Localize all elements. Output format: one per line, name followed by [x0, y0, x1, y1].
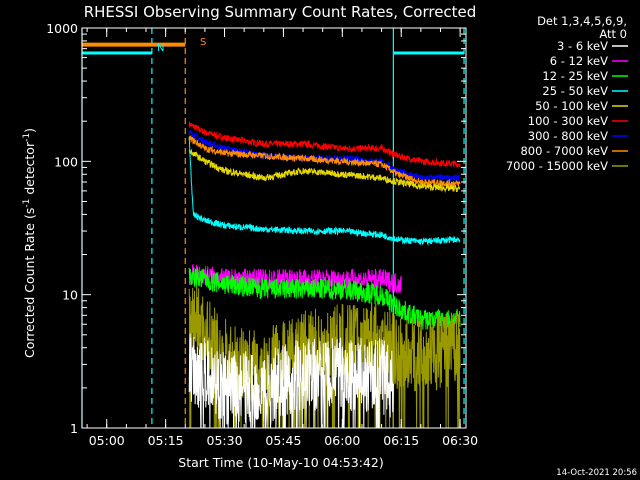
legend-label: 25 - 50 keV — [542, 84, 608, 98]
y-tick-label: 10 — [62, 288, 78, 303]
y-axis-label: Corrected Count Rate (s-1 detector-1) — [22, 128, 37, 358]
axes: 1 10 100 1000 05:00 05:15 05:30 05:45 06:00 06:15… — [46, 21, 478, 448]
series-line-8 — [188, 333, 394, 429]
legend-header-1: Det 1,3,4,5,6,9, — [537, 14, 627, 28]
x-tick-label: 05:30 — [207, 433, 243, 448]
x-tick-label: 05:00 — [89, 433, 125, 448]
legend-label: 12 - 25 keV — [542, 69, 608, 83]
x-tick-label: 06:30 — [442, 433, 478, 448]
legend-label: 100 - 300 keV — [528, 114, 608, 128]
series-line-3 — [188, 148, 461, 193]
series-line-2 — [188, 135, 461, 188]
legend-label: 300 - 800 keV — [528, 129, 608, 143]
y-tick-label: 100 — [54, 154, 78, 169]
series-line-4 — [188, 136, 461, 246]
legend-label: 3 - 6 keV — [557, 39, 608, 53]
x-tick-label: 06:00 — [324, 433, 360, 448]
legend-label: 800 - 7000 keV — [520, 144, 608, 158]
x-axis-label: Start Time (10-May-10 04:53:42) — [178, 455, 383, 470]
svg-text:Corrected Count Rate (s-1 dete: Corrected Count Rate (s-1 detector-1) — [22, 128, 37, 358]
x-tick-label: 05:15 — [148, 433, 184, 448]
x-tick-label: 06:15 — [383, 433, 419, 448]
x-tick-label: 05:45 — [265, 433, 301, 448]
plot-area — [81, 28, 465, 428]
series-line-6 — [188, 267, 461, 330]
y-tick-label: 1 — [70, 421, 78, 436]
legend-label: 50 - 100 keV — [535, 99, 608, 113]
legend-label: 7000 - 15000 keV — [506, 159, 608, 173]
chart-title: RHESSI Observing Summary Count Rates, Co… — [84, 3, 477, 21]
ylabel-sup: -1 — [22, 199, 32, 208]
night-label: N — [157, 43, 164, 54]
y-tick-label: 1000 — [46, 21, 78, 36]
legend-label: 6 - 12 keV — [550, 54, 608, 68]
data-series — [188, 121, 461, 429]
ylabel-end: ) — [22, 128, 37, 133]
legend-header-2: Att 0 — [599, 27, 627, 41]
saa-label: S — [200, 37, 206, 48]
ylabel-sup2: -1 — [22, 133, 32, 142]
ylabel-mid: detector — [22, 141, 37, 199]
timestamp: 14-Oct-2021 20:56 — [556, 468, 637, 478]
plot-frame — [81, 27, 467, 429]
ylabel-main: Corrected Count Rate (s — [22, 208, 37, 358]
series-line-0 — [188, 121, 461, 169]
